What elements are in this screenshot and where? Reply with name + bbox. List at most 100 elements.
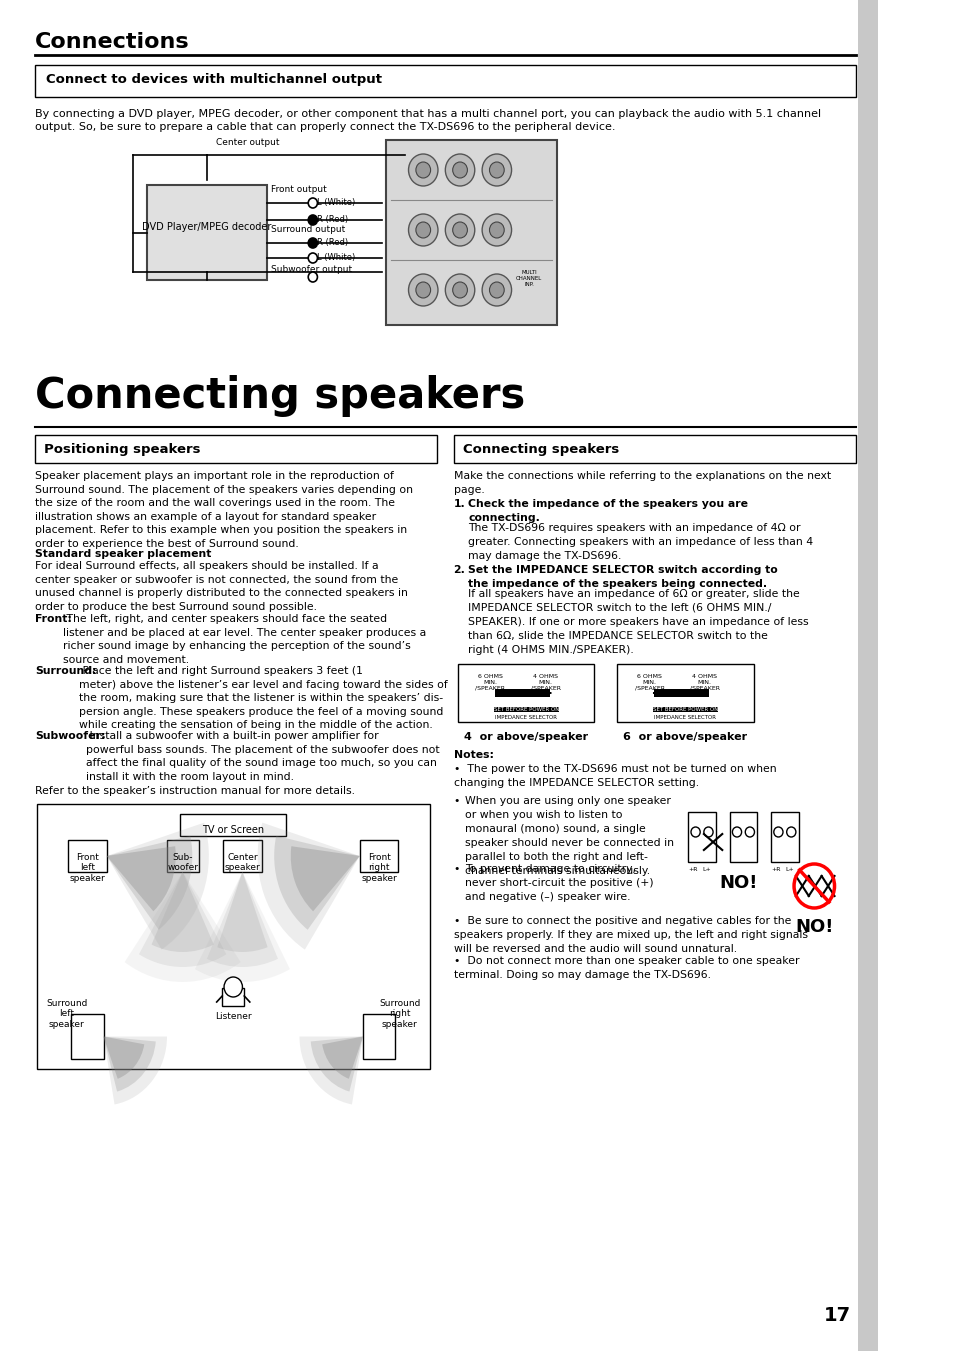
Text: IMPEDANCE SELECTOR: IMPEDANCE SELECTOR <box>495 715 557 720</box>
Text: Refer to the speaker’s instruction manual for more details.: Refer to the speaker’s instruction manua… <box>35 786 355 796</box>
Text: Connecting speakers: Connecting speakers <box>462 443 618 457</box>
Bar <box>362 1015 395 1059</box>
Text: Make the connections while referring to the explanations on the next
page.: Make the connections while referring to … <box>453 471 830 494</box>
Wedge shape <box>194 871 290 982</box>
Wedge shape <box>311 1036 362 1092</box>
FancyBboxPatch shape <box>453 435 855 463</box>
Circle shape <box>489 222 504 238</box>
Text: Positioning speakers: Positioning speakers <box>44 443 200 457</box>
Text: 6 OHMS
MIN.
/SPEAKER: 6 OHMS MIN. /SPEAKER <box>634 674 664 690</box>
Text: DVD Player/MPEG decoder: DVD Player/MPEG decoder <box>142 222 272 231</box>
Wedge shape <box>207 871 277 967</box>
Circle shape <box>308 215 317 226</box>
Text: 2.: 2. <box>453 565 465 576</box>
Bar <box>770 812 798 862</box>
FancyBboxPatch shape <box>35 65 855 97</box>
Wedge shape <box>217 871 268 952</box>
Text: Subwoofer output: Subwoofer output <box>272 265 353 274</box>
Text: 17: 17 <box>823 1306 850 1325</box>
Circle shape <box>445 154 475 186</box>
Circle shape <box>416 222 430 238</box>
Text: Surround
left
speaker: Surround left speaker <box>46 998 88 1029</box>
Text: Center
speaker: Center speaker <box>224 852 260 873</box>
Text: IMPEDANCE SELECTOR: IMPEDANCE SELECTOR <box>654 715 716 720</box>
FancyBboxPatch shape <box>35 435 436 463</box>
Circle shape <box>732 827 740 838</box>
Circle shape <box>703 827 712 838</box>
Text: Center output: Center output <box>216 138 279 147</box>
Wedge shape <box>107 846 175 912</box>
Text: •  Do not connect more than one speaker cable to one speaker
terminal. Doing so : • Do not connect more than one speaker c… <box>453 957 799 979</box>
Wedge shape <box>152 871 213 952</box>
FancyBboxPatch shape <box>147 185 267 280</box>
Text: Place the left and right Surround speakers 3 feet (1
meter) above the listener’s: Place the left and right Surround speake… <box>79 666 447 731</box>
Text: L (White): L (White) <box>317 199 355 207</box>
Text: Connecting speakers: Connecting speakers <box>35 376 525 417</box>
Text: If all speakers have an impedance of 6Ω or greater, slide the
IMPEDANCE SELECTOR: If all speakers have an impedance of 6Ω … <box>468 589 808 655</box>
Bar <box>857 0 877 1351</box>
Text: Notes:: Notes: <box>453 750 493 761</box>
Circle shape <box>408 154 437 186</box>
Circle shape <box>481 274 511 305</box>
Text: R (Red): R (Red) <box>317 215 348 224</box>
Wedge shape <box>104 1036 144 1079</box>
Circle shape <box>489 282 504 299</box>
Text: The TX-DS696 requires speakers with an impedance of 4Ω or
greater. Connecting sp: The TX-DS696 requires speakers with an i… <box>468 523 813 561</box>
Circle shape <box>489 162 504 178</box>
Text: Subwoofer:: Subwoofer: <box>35 731 105 740</box>
Text: +R: +R <box>770 867 780 871</box>
Text: Front output: Front output <box>272 185 327 195</box>
Text: L+: L+ <box>784 867 793 871</box>
Bar <box>687 812 715 862</box>
Circle shape <box>408 213 437 246</box>
Circle shape <box>308 253 317 263</box>
Bar <box>71 1015 104 1059</box>
Text: The left, right, and center speakers should face the seated
listener and be plac: The left, right, and center speakers sho… <box>63 613 425 665</box>
Text: Surround:: Surround: <box>35 666 96 676</box>
Text: Front
right
speaker: Front right speaker <box>361 852 396 882</box>
Circle shape <box>453 282 467 299</box>
Text: Surround
right
speaker: Surround right speaker <box>378 998 420 1029</box>
Text: •: • <box>453 796 459 807</box>
Text: 4 OHMS
MIN.
/SPEAKER: 4 OHMS MIN. /SPEAKER <box>530 674 560 690</box>
Text: Install a subwoofer with a built-in power amplifier for
powerful bass sounds. Th: Install a subwoofer with a built-in powe… <box>86 731 438 782</box>
FancyBboxPatch shape <box>386 141 557 326</box>
Text: Set the IMPEDANCE SELECTOR switch according to
the impedance of the speakers bei: Set the IMPEDANCE SELECTOR switch accord… <box>468 565 778 589</box>
Text: 4 OHMS
MIN.
/SPEAKER: 4 OHMS MIN. /SPEAKER <box>689 674 720 690</box>
Wedge shape <box>322 1036 362 1079</box>
Text: Listener: Listener <box>214 1012 252 1021</box>
Text: SET BEFORE POWER ON: SET BEFORE POWER ON <box>652 707 718 712</box>
Bar <box>729 812 757 862</box>
Text: TV or Screen: TV or Screen <box>202 825 264 835</box>
Text: SET BEFORE POWER ON: SET BEFORE POWER ON <box>493 707 558 712</box>
Text: NO!: NO! <box>794 917 833 936</box>
FancyBboxPatch shape <box>68 840 107 871</box>
Text: output. So, be sure to prepare a cable that can properly connect the TX-DS696 to: output. So, be sure to prepare a cable t… <box>35 122 615 132</box>
Wedge shape <box>107 836 193 929</box>
Wedge shape <box>107 823 209 950</box>
Circle shape <box>481 154 511 186</box>
Circle shape <box>773 827 782 838</box>
Circle shape <box>308 238 317 249</box>
Text: When you are using only one speaker
or when you wish to listen to
monaural (mono: When you are using only one speaker or w… <box>464 796 673 875</box>
Text: L+: L+ <box>701 867 710 871</box>
Text: To prevent damage to circuitry,
never short-circuit the positive (+)
and negativ: To prevent damage to circuitry, never sh… <box>464 865 653 902</box>
Circle shape <box>408 274 437 305</box>
FancyBboxPatch shape <box>222 988 244 1006</box>
Bar <box>495 689 550 697</box>
Text: MULTI
CHANNEL
INP.: MULTI CHANNEL INP. <box>516 270 541 286</box>
Text: 6 OHMS
MIN.
/SPEAKER: 6 OHMS MIN. /SPEAKER <box>475 674 505 690</box>
Circle shape <box>453 162 467 178</box>
Text: 4  or above/speaker: 4 or above/speaker <box>464 732 588 742</box>
Text: 6  or above/speaker: 6 or above/speaker <box>622 732 747 742</box>
Circle shape <box>445 274 475 305</box>
Circle shape <box>453 222 467 238</box>
Text: Sub-
woofer: Sub- woofer <box>167 852 198 873</box>
Circle shape <box>744 827 754 838</box>
FancyBboxPatch shape <box>359 840 398 871</box>
Text: Standard speaker placement: Standard speaker placement <box>35 549 212 559</box>
Wedge shape <box>125 871 240 982</box>
Circle shape <box>416 162 430 178</box>
Text: •  Be sure to connect the positive and negative cables for the
speakers properly: • Be sure to connect the positive and ne… <box>453 916 807 954</box>
Circle shape <box>786 827 795 838</box>
